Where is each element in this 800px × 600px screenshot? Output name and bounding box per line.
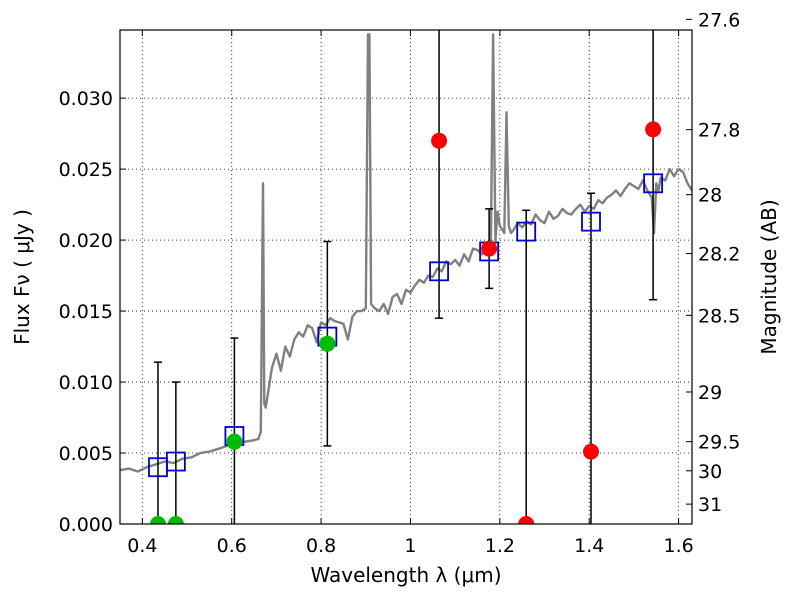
model-photometry-square: [165, 451, 186, 472]
y-tick-label: 0.010: [59, 372, 113, 394]
model-spectrum-line: [120, 33, 692, 473]
observed-point: [167, 516, 184, 524]
x-tick-label: 0.8: [306, 535, 336, 557]
errorbar-layer: [153, 30, 658, 524]
grid-layer: [120, 30, 692, 525]
plot-frame: [119, 29, 693, 525]
right-axis-label: Magnitude (AB): [757, 199, 781, 354]
right-tick-label: 30: [698, 461, 722, 483]
tick-layer: [120, 18, 692, 525]
y-tick-label: 0.015: [59, 301, 113, 323]
model-photometry-square: [581, 211, 601, 232]
spectrum-layer: [120, 33, 692, 473]
x-tick-label: 1.2: [485, 535, 515, 557]
label-layer: 0.4 0.6 0.8 1 1.2 1.4 1.6 0.000 0.005 0.010 0.015 0…: [59, 9, 741, 557]
observed-point: [645, 121, 662, 138]
y-tick-label: 0.025: [59, 159, 113, 181]
right-tick-label: 28: [698, 185, 722, 207]
model-photometry-square: [429, 261, 449, 282]
y-axis-label: Flux Fν ( μJy ): [10, 209, 34, 345]
observed-point: [319, 335, 336, 352]
x-tick-label: 0.6: [217, 535, 247, 557]
model-photometry-square: [516, 221, 537, 242]
y-tick-label: 0.030: [59, 88, 113, 110]
x-tick-label: 1.6: [663, 535, 693, 557]
observed-point: [481, 240, 498, 257]
right-tick-label: 29: [698, 382, 722, 404]
y-tick-label: 0.005: [59, 443, 113, 465]
observed-point: [583, 443, 600, 460]
right-tick-label: 28.2: [698, 244, 740, 266]
right-tick-label: 27.6: [698, 9, 740, 31]
observed-point: [431, 132, 448, 149]
x-axis-label: Wavelength λ (μm): [310, 563, 501, 587]
right-tick-label: 31: [698, 494, 722, 516]
observed-point-layer: [149, 121, 662, 524]
observed-point: [518, 516, 535, 524]
observed-point: [226, 433, 243, 450]
x-tick-label: 0.4: [127, 535, 157, 557]
y-tick-label: 0.000: [59, 514, 113, 536]
model-photometry-square: [643, 173, 664, 194]
x-tick-label: 1: [404, 535, 416, 557]
y-tick-label: 0.020: [59, 230, 113, 252]
right-tick-label: 27.8: [698, 120, 740, 142]
right-tick-label: 29.5: [698, 432, 740, 454]
model-photometry-layer: [148, 173, 664, 478]
observed-point: [149, 516, 166, 524]
right-tick-label: 28.5: [698, 305, 740, 327]
x-tick-label: 1.4: [574, 535, 604, 557]
